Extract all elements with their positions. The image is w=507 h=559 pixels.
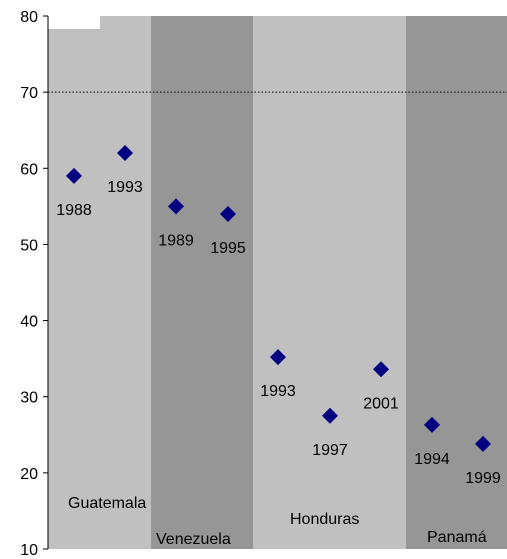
point-label: 1997	[312, 442, 348, 459]
point-label: 1994	[414, 451, 450, 468]
group-label: Venezuela	[156, 531, 231, 548]
point-label: 1995	[210, 240, 246, 257]
group-labels: Guatemala Venezuela Honduras Panamá	[68, 495, 487, 548]
band-honduras	[253, 16, 406, 549]
data-point	[475, 435, 491, 452]
point-labels: 1988 1993 1989 1995 1993 1997 2001 1994 1999	[56, 179, 501, 487]
point-label: 2001	[363, 395, 399, 412]
y-tick-label: 80	[20, 9, 38, 26]
y-tick-label: 30	[20, 390, 38, 407]
data-point	[270, 349, 286, 366]
data-point	[373, 361, 389, 378]
point-label: 1999	[465, 470, 501, 487]
data-point	[322, 407, 338, 424]
data-point	[220, 205, 236, 222]
y-tick-label: 70	[20, 85, 38, 102]
plot-corner	[48, 16, 100, 29]
point-label: 1988	[56, 202, 92, 219]
point-label: 1993	[260, 383, 296, 400]
y-tick-label: 60	[20, 161, 38, 178]
group-label: Panamá	[427, 529, 487, 546]
y-tick-label: 50	[20, 237, 38, 254]
y-tick-label: 20	[20, 466, 38, 483]
y-tick-label: 40	[20, 314, 38, 331]
data-point	[168, 198, 184, 215]
data-points	[66, 145, 491, 452]
y-axis: 10 20 30 40 50 60 70 80	[20, 9, 49, 559]
data-point	[117, 145, 133, 162]
band-guatemala	[48, 16, 151, 549]
point-label: 1989	[158, 232, 194, 249]
band-panam	[406, 16, 507, 549]
band-venezuela	[151, 16, 253, 549]
group-label: Guatemala	[68, 495, 146, 512]
data-point	[424, 416, 440, 433]
group-label: Honduras	[290, 511, 359, 528]
y-tick-label: 10	[20, 542, 38, 559]
data-point	[66, 167, 82, 184]
group-bands	[48, 16, 507, 549]
point-label: 1993	[107, 179, 143, 196]
